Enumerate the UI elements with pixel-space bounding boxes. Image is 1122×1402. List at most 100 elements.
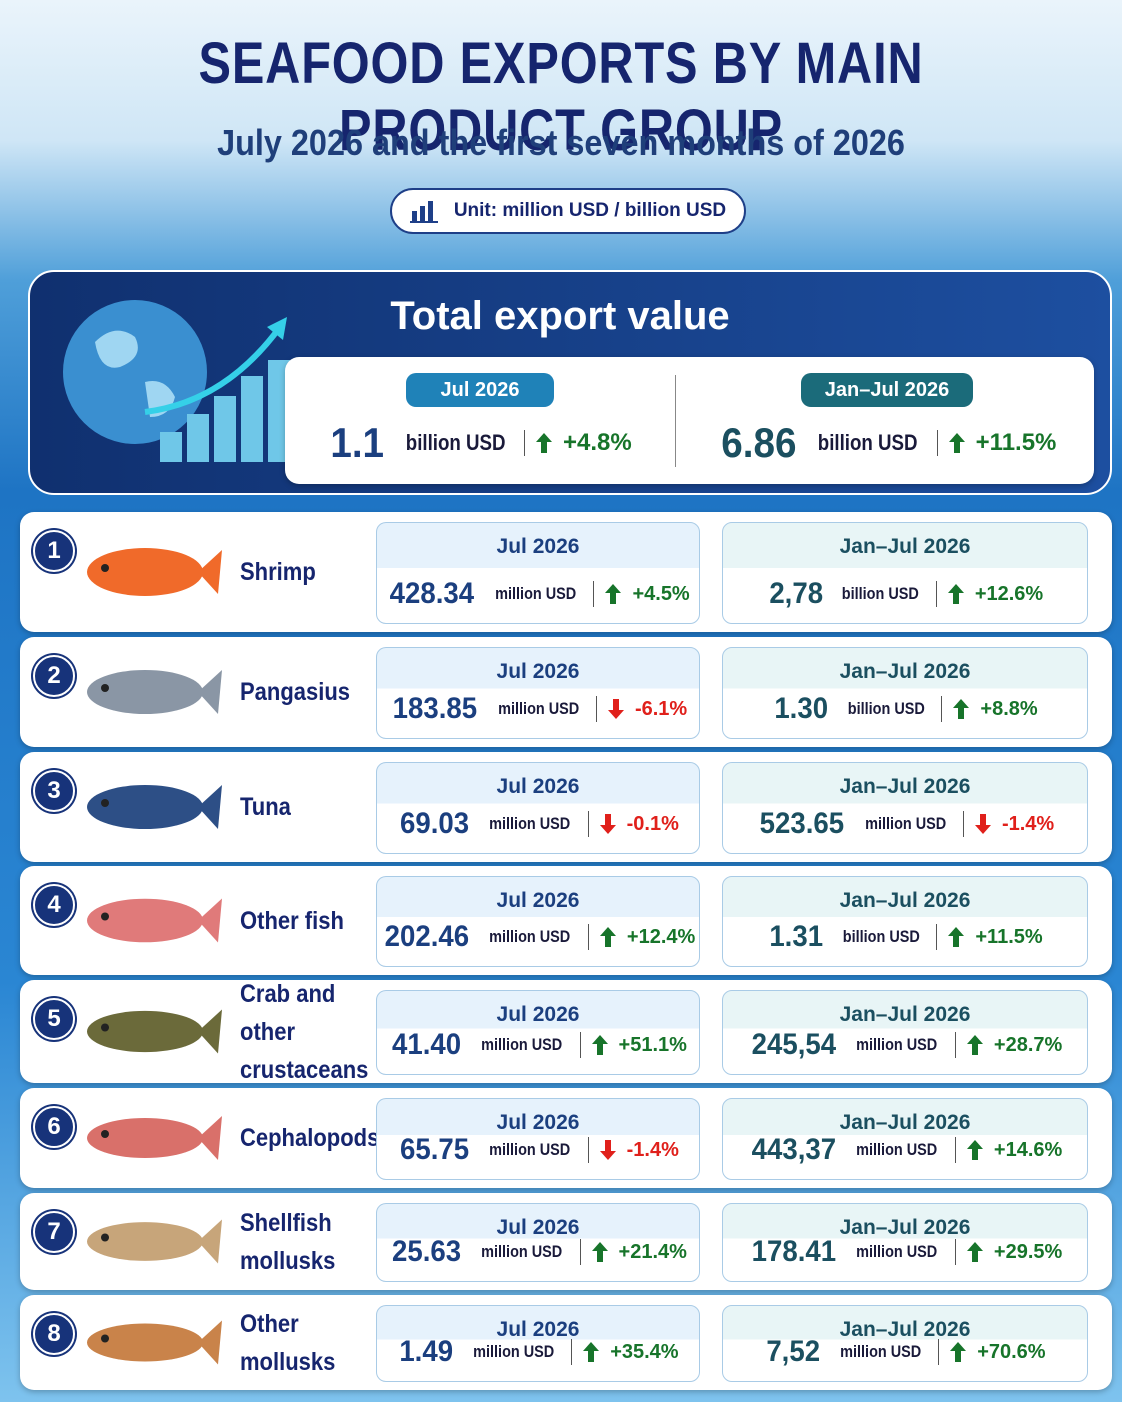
period-label: Jul 2026 bbox=[496, 775, 580, 798]
rank-badge: 6 bbox=[33, 1106, 75, 1148]
value-row: 178.41 million USD +29.5% bbox=[723, 1235, 1087, 1269]
separator bbox=[579, 1032, 581, 1058]
separator bbox=[587, 811, 589, 837]
arrow-up bbox=[966, 1035, 983, 1055]
rank-badge: 3 bbox=[33, 770, 75, 812]
unit: million USD bbox=[489, 1140, 571, 1159]
change: -1.4% bbox=[626, 1138, 679, 1161]
icon-eye bbox=[101, 1233, 109, 1242]
unit: million USD bbox=[489, 927, 571, 946]
product-icon bbox=[87, 1219, 222, 1264]
change: +21.4% bbox=[618, 1240, 687, 1263]
change: +4.8% bbox=[563, 429, 632, 456]
unit: million USD bbox=[481, 1242, 563, 1261]
value-row: 523.65 million USD -1.4% bbox=[723, 807, 1087, 841]
unit: billion USD bbox=[847, 699, 925, 718]
arrow-up bbox=[591, 1242, 608, 1262]
value-block: 1.1 billion USD +4.8% bbox=[285, 357, 675, 484]
period-card: Jan–Jul 2026 245,54 million USD +28.7% bbox=[722, 990, 1088, 1075]
period-card: Jan–Jul 2026 443,37 million USD +14.6% bbox=[722, 1098, 1088, 1180]
change: +29.5% bbox=[993, 1240, 1063, 1263]
arrow-up bbox=[966, 1242, 983, 1262]
arrow-down bbox=[607, 699, 624, 719]
change: +12.6% bbox=[974, 582, 1044, 605]
product-icon bbox=[87, 1009, 222, 1054]
value: 69.03 bbox=[400, 807, 470, 840]
value-row: 1.49 million USD +35.4% bbox=[377, 1335, 699, 1369]
product-name: Crab and other crustaceans bbox=[240, 979, 369, 1084]
value: 523.65 bbox=[759, 807, 844, 840]
value: 6.86 bbox=[720, 419, 797, 466]
globe-icon bbox=[63, 300, 290, 462]
change: -0.1% bbox=[626, 812, 679, 835]
value-row: 25.63 million USD +21.4% bbox=[377, 1235, 699, 1269]
period-card: Jul 2026 1.49 million USD +35.4% bbox=[376, 1305, 700, 1382]
value: 1.49 bbox=[399, 1335, 454, 1368]
icon-tail bbox=[198, 1219, 222, 1264]
product-row: 4 Other fish Jul 2026 202.46 million USD +12.… bbox=[20, 866, 1112, 975]
product-row: 3 Tuna Jul 2026 69.03 million USD -0.1% Jan–Ju… bbox=[20, 752, 1112, 862]
arrow-up bbox=[953, 699, 970, 719]
icon-eye bbox=[101, 912, 109, 921]
value-row: 69.03 million USD -0.1% bbox=[377, 807, 699, 841]
change: +11.5% bbox=[975, 925, 1043, 948]
value: 178.41 bbox=[751, 1235, 836, 1268]
period-card: Jan–Jul 2026 2,78 billion USD +12.6% bbox=[722, 522, 1088, 624]
separator bbox=[587, 1137, 589, 1163]
separator bbox=[938, 1339, 940, 1365]
period-label: Jan–Jul 2026 bbox=[839, 1111, 971, 1134]
arrow-down bbox=[974, 814, 991, 834]
product-name: Pangasius bbox=[240, 678, 351, 706]
unit: million USD bbox=[839, 1342, 922, 1361]
period-pill: Jul 2026 bbox=[406, 373, 554, 407]
value-row: 183.85 million USD -6.1% bbox=[377, 692, 699, 726]
value-row: 65.75 million USD -1.4% bbox=[377, 1133, 699, 1167]
icon-tail bbox=[198, 898, 222, 943]
value-row: 7,52 million USD +70.6% bbox=[723, 1335, 1087, 1369]
unit: million USD bbox=[481, 1035, 563, 1054]
value-row: 1.1 billion USD +4.8% bbox=[285, 419, 675, 467]
separator bbox=[954, 1239, 956, 1265]
arrow-up bbox=[591, 1035, 608, 1055]
unit: million USD bbox=[489, 814, 571, 833]
period-pill: Jan–Jul 2026 bbox=[801, 373, 973, 407]
icon-body bbox=[87, 1118, 203, 1158]
period-label: Jan–Jul 2026 bbox=[839, 775, 971, 798]
separator bbox=[593, 581, 595, 607]
product-icon bbox=[87, 898, 222, 943]
unit: million USD bbox=[495, 584, 577, 603]
value: 65.75 bbox=[400, 1133, 470, 1166]
period-card: Jul 2026 69.03 million USD -0.1% bbox=[376, 762, 700, 854]
value-row: 202.46 million USD +12.4% bbox=[377, 920, 699, 954]
rank-badge: 1 bbox=[33, 530, 75, 572]
value: 245,54 bbox=[751, 1028, 836, 1061]
icon-body bbox=[87, 1010, 203, 1053]
unit-text: Unit: million USD / billion USD bbox=[453, 200, 727, 221]
total-panel: Total export value Jul 2026 1.1 billion US… bbox=[28, 270, 1112, 495]
unit-pill: Unit: million USD / billion USD bbox=[390, 188, 746, 234]
value-row: 1.30 billion USD +8.8% bbox=[723, 692, 1087, 726]
icon-tail bbox=[198, 1116, 222, 1160]
value-block: 6.86 billion USD +11.5% bbox=[680, 357, 1094, 484]
value: 443,37 bbox=[751, 1133, 836, 1166]
change: +28.7% bbox=[993, 1033, 1063, 1056]
period-card: Jan–Jul 2026 1.30 billion USD +8.8% bbox=[722, 647, 1088, 739]
value-row: 245,54 million USD +28.7% bbox=[723, 1028, 1087, 1062]
period-label: Jul 2026 bbox=[496, 1111, 580, 1134]
value: 7,52 bbox=[766, 1335, 821, 1368]
unit: million USD bbox=[856, 1035, 938, 1054]
value: 1.31 bbox=[769, 920, 824, 953]
separator bbox=[571, 1339, 573, 1365]
icon-eye bbox=[101, 799, 109, 807]
product-name: Shellfish mollusks bbox=[240, 1208, 336, 1275]
arrow-up bbox=[948, 433, 965, 453]
change: +35.4% bbox=[610, 1340, 679, 1363]
period-label: Jan–Jul 2026 bbox=[839, 889, 971, 912]
rank-badge: 4 bbox=[33, 884, 75, 926]
value-row: 6.86 billion USD +11.5% bbox=[680, 419, 1094, 467]
unit: billion USD bbox=[818, 430, 918, 455]
change: -6.1% bbox=[634, 697, 688, 720]
arrow-up bbox=[536, 433, 552, 453]
period-label: Jan–Jul 2026 bbox=[839, 1003, 971, 1026]
value: 41.40 bbox=[392, 1028, 462, 1061]
